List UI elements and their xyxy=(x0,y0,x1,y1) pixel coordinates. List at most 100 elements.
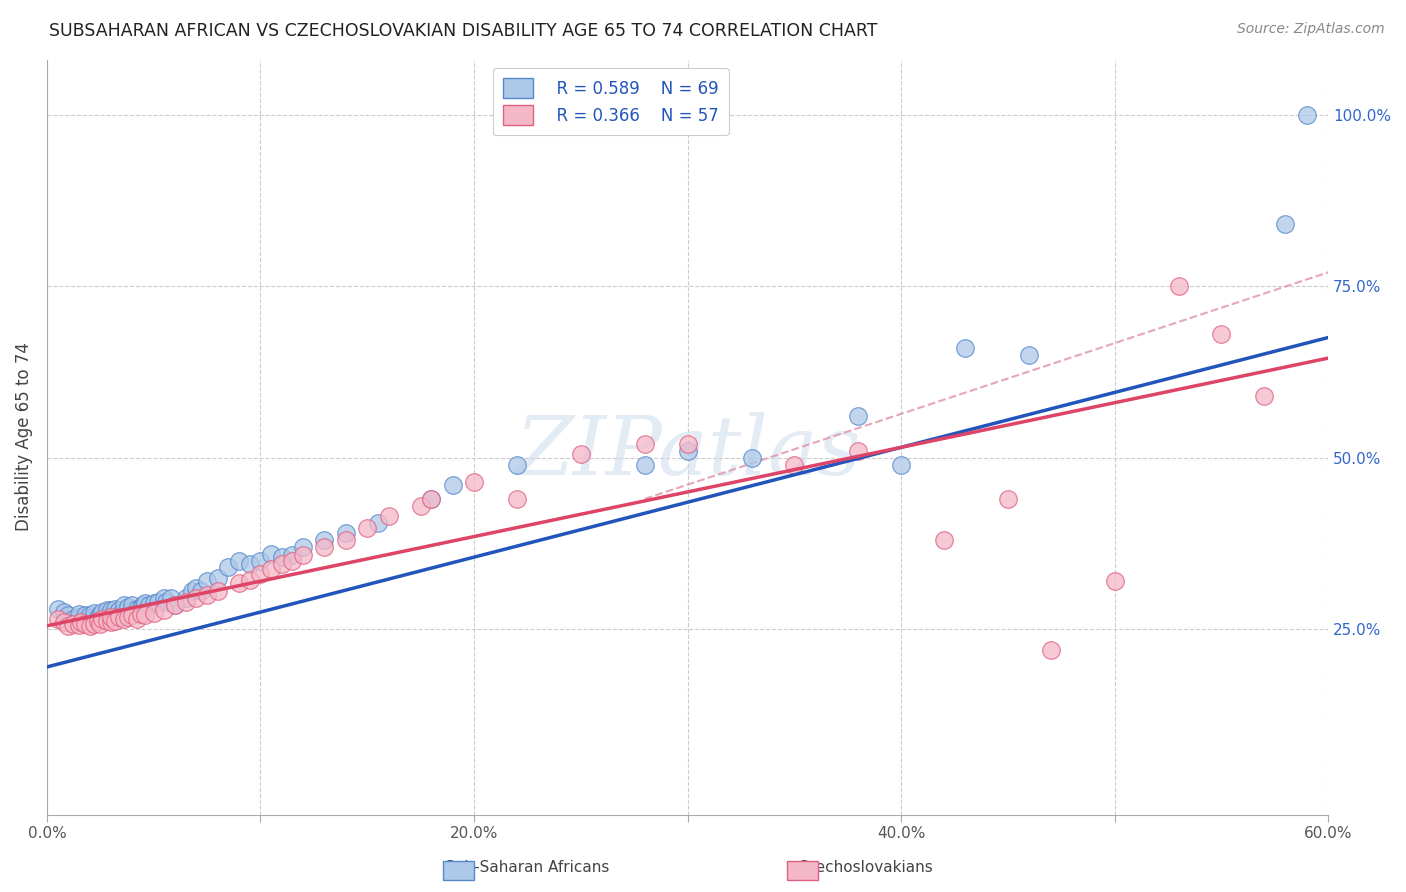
Point xyxy=(67,607,90,621)
Point xyxy=(89,608,111,623)
Point xyxy=(129,607,152,621)
Legend:   R = 0.589    N = 69,   R = 0.366    N = 57: R = 0.589 N = 69, R = 0.366 N = 57 xyxy=(492,68,728,136)
Point xyxy=(52,605,75,619)
Point xyxy=(174,595,197,609)
Point xyxy=(239,557,262,571)
Point xyxy=(634,437,657,451)
Point xyxy=(292,548,315,562)
Point xyxy=(195,574,218,589)
Point xyxy=(676,437,699,451)
Point xyxy=(112,598,135,612)
Point xyxy=(1211,327,1233,342)
Point xyxy=(186,591,208,605)
Point xyxy=(96,608,118,623)
Point xyxy=(121,603,143,617)
Point xyxy=(121,608,143,623)
Point xyxy=(87,614,110,628)
Point xyxy=(1104,574,1126,589)
Point xyxy=(335,533,357,547)
Point xyxy=(96,614,118,628)
Point xyxy=(1039,642,1062,657)
Point xyxy=(190,584,212,599)
Point xyxy=(62,612,84,626)
Point xyxy=(569,447,592,461)
Point xyxy=(207,584,229,599)
Point xyxy=(104,607,127,621)
Point xyxy=(138,598,160,612)
Point xyxy=(181,584,204,599)
Point xyxy=(159,591,181,606)
Point xyxy=(46,612,69,626)
Point xyxy=(335,526,357,541)
Point xyxy=(463,475,485,489)
Point xyxy=(207,571,229,585)
Point xyxy=(67,610,90,624)
Point xyxy=(217,560,239,574)
Point xyxy=(153,603,176,617)
Point xyxy=(1018,348,1040,362)
Point xyxy=(100,610,122,624)
Point xyxy=(997,491,1019,506)
Text: Czechoslovakians: Czechoslovakians xyxy=(797,861,932,875)
Point xyxy=(249,553,271,567)
Text: Source: ZipAtlas.com: Source: ZipAtlas.com xyxy=(1237,22,1385,37)
Point xyxy=(186,581,208,595)
Point xyxy=(111,605,134,619)
Point xyxy=(89,616,111,631)
Point xyxy=(75,612,97,626)
Point xyxy=(125,612,148,626)
Text: SUBSAHARAN AFRICAN VS CZECHOSLOVAKIAN DISABILITY AGE 65 TO 74 CORRELATION CHART: SUBSAHARAN AFRICAN VS CZECHOSLOVAKIAN DI… xyxy=(49,22,877,40)
Point xyxy=(505,491,527,506)
Point xyxy=(953,341,976,355)
Point xyxy=(117,610,139,624)
Point xyxy=(100,608,122,623)
Point xyxy=(420,491,443,506)
Point xyxy=(134,608,156,623)
Point xyxy=(142,606,165,620)
Point xyxy=(100,603,122,617)
Point xyxy=(174,591,197,606)
Text: Sub-Saharan Africans: Sub-Saharan Africans xyxy=(446,861,609,875)
Point xyxy=(96,603,118,617)
Point xyxy=(281,548,304,562)
Point xyxy=(441,478,464,492)
Point xyxy=(260,547,283,561)
Point xyxy=(163,598,186,612)
Point xyxy=(505,458,527,472)
Point xyxy=(270,557,292,571)
Point xyxy=(75,616,97,631)
Point xyxy=(367,516,389,530)
Point xyxy=(79,614,101,628)
Point xyxy=(741,450,763,465)
Point xyxy=(79,619,101,633)
Point xyxy=(83,616,105,631)
Text: ZIPatlas: ZIPatlas xyxy=(515,412,860,492)
Point xyxy=(634,458,657,472)
Point xyxy=(52,615,75,630)
Point xyxy=(890,458,912,472)
Point xyxy=(1295,107,1317,121)
Point xyxy=(1167,279,1189,293)
Point xyxy=(104,614,127,628)
Point xyxy=(62,616,84,631)
Point xyxy=(83,606,105,620)
Point xyxy=(846,409,869,424)
Point xyxy=(91,612,114,626)
Point xyxy=(163,598,186,612)
Point xyxy=(87,610,110,624)
Point xyxy=(112,612,135,626)
Point xyxy=(228,553,250,567)
Point xyxy=(89,612,111,626)
Point xyxy=(153,591,176,606)
Y-axis label: Disability Age 65 to 74: Disability Age 65 to 74 xyxy=(15,343,32,532)
Point xyxy=(846,443,869,458)
Point xyxy=(112,605,135,619)
Point xyxy=(314,540,336,554)
Point xyxy=(58,608,80,623)
Point xyxy=(75,608,97,623)
Point xyxy=(83,610,105,624)
Point xyxy=(281,553,304,567)
Point xyxy=(132,598,155,612)
Point xyxy=(121,598,143,612)
Point xyxy=(932,533,955,547)
